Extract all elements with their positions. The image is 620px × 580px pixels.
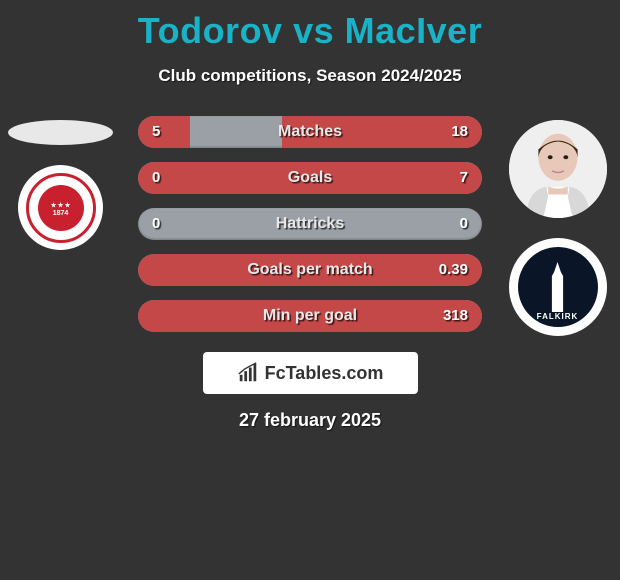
player-photo-left [8,120,113,145]
stat-bar: 318Min per goal [138,300,482,332]
club-right-label: FALKIRK [537,312,579,321]
chart-icon [237,362,259,384]
right-column: FALKIRK [505,120,610,336]
club-badge-right: FALKIRK [509,238,607,336]
stat-bar: 07Goals [138,162,482,194]
star-icon [51,202,57,208]
stat-label: Hattricks [138,208,482,240]
comparison-panel: 1874 FALKIRK [0,116,620,332]
branding-text: FcTables.com [265,363,384,384]
stat-value-left: 0 [152,208,160,240]
stat-value-right: 0 [460,208,468,240]
stat-bar: 0 0Hattricks [138,208,482,240]
stat-bar: 0.39Goals per match [138,254,482,286]
date-text: 27 february 2025 [0,410,620,431]
club-left-year: 1874 [53,210,69,217]
club-badge-left: 1874 [18,165,103,250]
steeple-icon [544,262,572,312]
subtitle: Club competitions, Season 2024/2025 [0,66,620,86]
player-photo-right [509,120,607,218]
person-icon [509,120,607,218]
branding-badge[interactable]: FcTables.com [203,352,418,394]
page-title: Todorov vs MacIver [0,0,620,52]
left-column: 1874 [8,120,113,250]
star-icon [65,202,71,208]
stat-bar: 518Matches [138,116,482,148]
stat-bars: 518Matches 07Goals 0 0Hattricks 0.39Goals pe… [138,116,482,332]
star-icon [58,202,64,208]
